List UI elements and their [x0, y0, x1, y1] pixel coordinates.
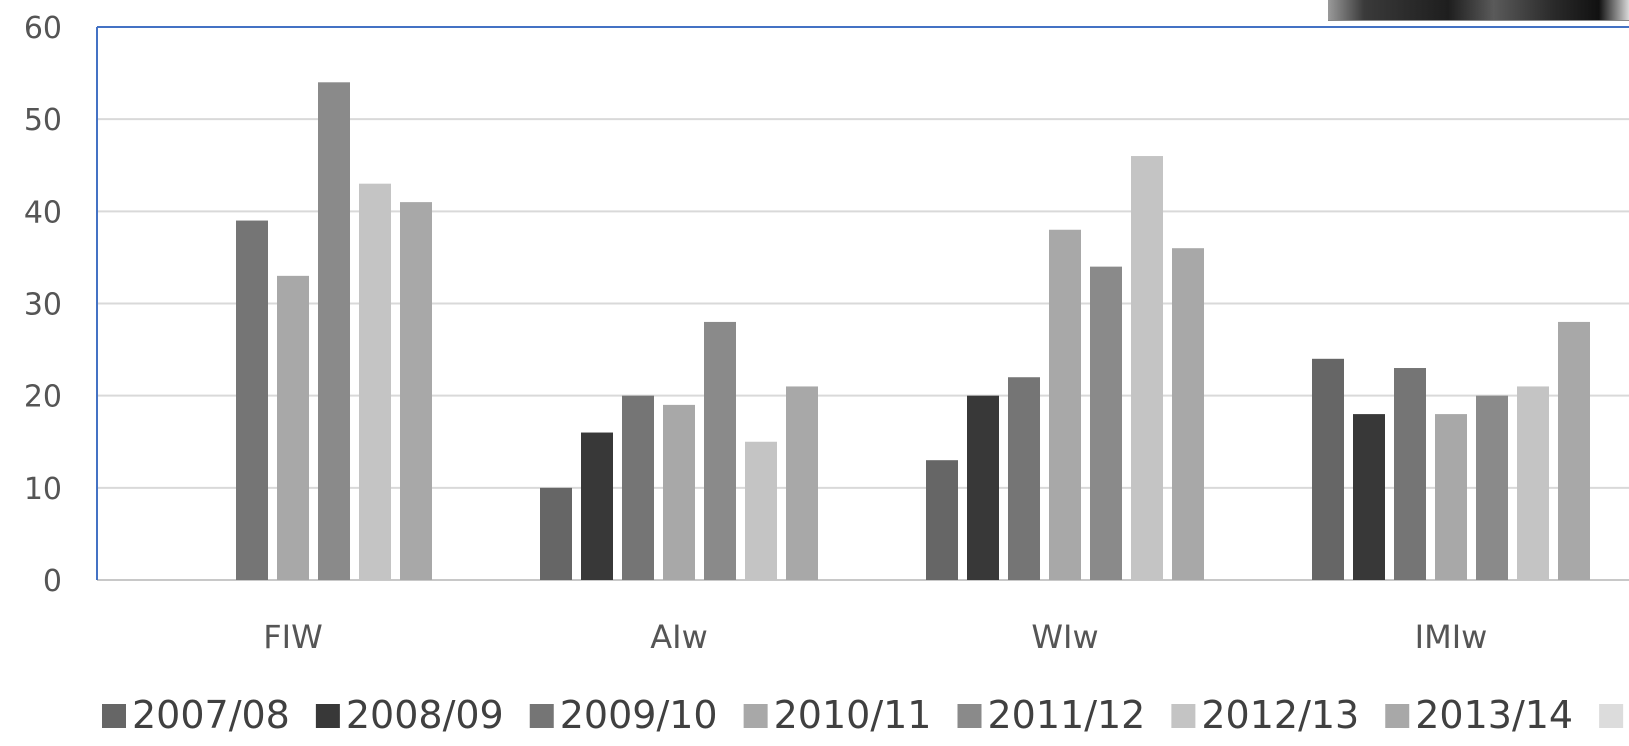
legend-label: 2011/12 [988, 693, 1146, 737]
bar-aiw-2008-09 [581, 432, 613, 580]
bar-fiw-2009-10 [236, 220, 268, 581]
bar-imiw-2013-14 [1558, 321, 1590, 580]
y-tick-label: 0 [43, 564, 62, 599]
legend-swatch [743, 704, 768, 728]
legend-label: 2009/10 [560, 693, 718, 737]
legend-swatch [315, 704, 340, 728]
photo-fragment [1328, 0, 1629, 21]
y-tick-label: 20 [24, 380, 62, 415]
legend-swatch [1171, 704, 1196, 728]
bar-fiw-2013-14 [400, 202, 432, 580]
bar-wiw-2010-11 [1049, 229, 1081, 580]
legend-swatch [957, 704, 982, 728]
bar-imiw-2008-09 [1353, 414, 1385, 580]
bar-wiw-2009-10 [1008, 377, 1040, 580]
y-tick-label: 10 [24, 472, 62, 507]
bar-fiw-2010-11 [277, 275, 309, 580]
legend-swatch [529, 704, 554, 728]
bar-wiw-2008-09 [967, 395, 999, 580]
bar-wiw-2013-14 [1172, 248, 1204, 580]
bar-aiw-2007-08 [540, 487, 572, 580]
bar-aiw-2012-13 [745, 441, 777, 580]
bar-imiw-2011-12 [1476, 395, 1508, 580]
legend-swatch [1385, 704, 1410, 728]
legend-label: 2007/08 [132, 693, 290, 737]
y-tick-label: 60 [24, 11, 62, 46]
legend-swatch [1599, 704, 1624, 728]
legend-label: 2010/11 [774, 693, 932, 737]
x-category-label: IMIw [1415, 618, 1488, 656]
bar-aiw-2013-14 [786, 386, 818, 580]
bar-fiw-2011-12 [318, 82, 350, 581]
bar-imiw-2007-08 [1312, 358, 1344, 580]
legend-label: 2008/09 [346, 693, 504, 737]
bar-imiw-2010-11 [1435, 414, 1467, 580]
y-tick-label: 50 [24, 103, 62, 138]
bar-wiw-2011-12 [1090, 266, 1122, 580]
bar-aiw-2009-10 [622, 395, 654, 580]
x-category-label: WIw [1031, 618, 1098, 656]
bar-wiw-2007-08 [926, 460, 958, 580]
bar-aiw-2010-11 [663, 404, 695, 580]
bar-fiw-2012-13 [359, 183, 391, 580]
bar-imiw-2009-10 [1394, 368, 1426, 580]
x-category-label: FIW [263, 618, 322, 656]
legend-swatch [102, 704, 126, 728]
bar-aiw-2011-12 [704, 321, 736, 580]
bar-imiw-2012-13 [1517, 386, 1549, 580]
x-category-label: AIw [650, 618, 708, 656]
legend-label: 2013/14 [1415, 693, 1573, 737]
y-tick-label: 40 [24, 195, 62, 230]
bar-wiw-2012-13 [1131, 156, 1163, 581]
y-tick-label: 30 [24, 288, 62, 323]
legend-label: 2012/13 [1201, 693, 1359, 737]
